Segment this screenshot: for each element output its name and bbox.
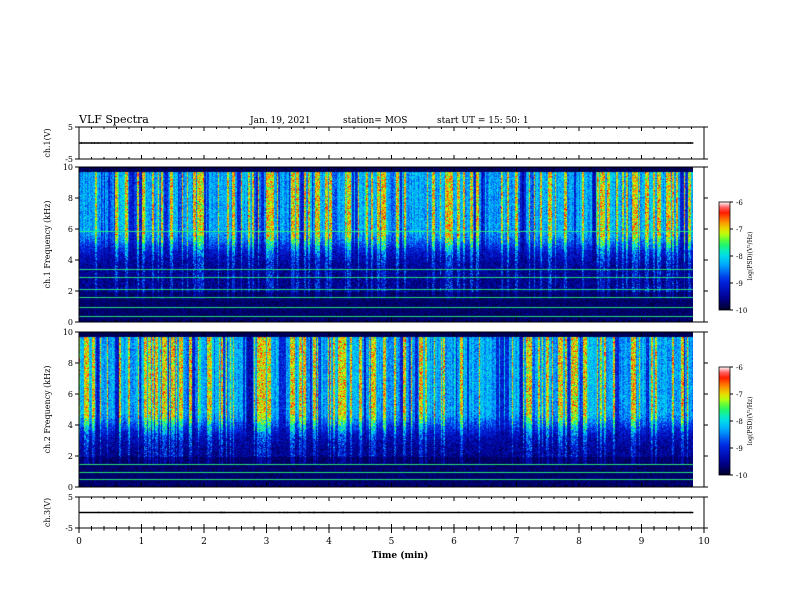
x-tick-label: 6 <box>451 537 457 547</box>
y-tick-label: 5 <box>68 493 73 502</box>
y-tick-label: 2 <box>68 452 73 461</box>
y-tick-label: 4 <box>68 421 73 430</box>
colorbar-tick-label: -7 <box>736 226 743 234</box>
x-tick-label: 4 <box>326 537 332 547</box>
x-tick-label: 7 <box>514 537 520 547</box>
spectrogram-canvas <box>79 167 693 322</box>
start-time-label: start UT = 15: 50: 1 <box>437 116 529 126</box>
x-axis-label: Time (min) <box>372 550 429 561</box>
colorbar-tick-label: -9 <box>736 280 743 288</box>
colorbar-tick-label: -8 <box>736 418 743 426</box>
ch1-waveform-panel: 5 -5 ch.1(V) <box>43 123 708 164</box>
figure-title: VLF Spectra <box>78 113 149 126</box>
ch2-colorbar: -6 -7 -8 -9 -10 log(PSD)(V²/Hz) <box>718 364 754 480</box>
time-axis: 0 1 2 3 4 5 6 7 8 9 10 <box>76 528 710 547</box>
colorbar-tick-label: -10 <box>736 472 747 480</box>
colorbar-scale <box>718 366 731 476</box>
x-tick-label: 1 <box>139 537 145 547</box>
y-axis-label: ch.3(V) <box>43 498 52 527</box>
x-tick-label: 5 <box>389 537 395 547</box>
colorbar-tick-label: -9 <box>736 445 743 453</box>
colorbar-label: log(PSD)(V²/Hz) <box>747 232 754 281</box>
y-tick-label: -5 <box>65 155 73 164</box>
x-tick-label: 10 <box>698 537 710 547</box>
y-tick-label: 4 <box>68 256 73 265</box>
colorbar-tick-label: -8 <box>736 253 743 261</box>
station-label: station= MOS <box>343 116 407 126</box>
y-tick-label: 8 <box>68 194 73 203</box>
y-tick-label: 10 <box>63 328 73 337</box>
y-axis-label: ch.1(V) <box>43 128 52 157</box>
y-tick-label: 5 <box>68 123 73 132</box>
y-tick-label: 8 <box>68 359 73 368</box>
y-tick-label: 2 <box>68 287 73 296</box>
spectrogram-image <box>79 332 693 487</box>
ch1-colorbar: -6 -7 -8 -9 -10 log(PSD)(V²/Hz) <box>718 199 754 315</box>
y-tick-label: 6 <box>68 225 73 234</box>
y-tick-label: 0 <box>68 318 73 327</box>
x-tick-label: 3 <box>264 537 270 547</box>
ch2-spectrogram-panel: 0 2 4 6 8 10 ch.2 Frequency (kHz) <box>43 328 708 492</box>
spectrogram-canvas <box>79 332 693 487</box>
colorbar-label: log(PSD)(V²/Hz) <box>747 397 754 446</box>
y-tick-label: 6 <box>68 390 73 399</box>
x-tick-label: 8 <box>576 537 582 547</box>
x-tick-label: 0 <box>76 537 82 547</box>
y-tick-label: 10 <box>63 163 73 172</box>
y-tick-label: 0 <box>68 483 73 492</box>
x-tick-label: 2 <box>201 537 207 547</box>
date-label: Jan. 19, 2021 <box>249 116 311 126</box>
colorbar-tick-label: -6 <box>736 199 743 207</box>
colorbar-tick-label: -6 <box>736 364 743 372</box>
colorbar-scale <box>718 201 731 311</box>
colorbar-tick-label: -10 <box>736 307 747 315</box>
y-axis-label: ch.1 Frequency (kHz) <box>43 201 52 289</box>
x-tick-label: 9 <box>639 537 645 547</box>
colorbar-tick-label: -7 <box>736 391 743 399</box>
spectrogram-image <box>79 167 693 322</box>
ch1-spectrogram-panel: 0 2 4 6 8 10 ch.1 Frequency (kHz) <box>43 163 708 327</box>
y-axis-label: ch.2 Frequency (kHz) <box>43 366 52 454</box>
ch3-waveform-panel: 5 -5 ch.3(V) <box>43 493 708 533</box>
y-tick-label: -5 <box>65 524 73 533</box>
